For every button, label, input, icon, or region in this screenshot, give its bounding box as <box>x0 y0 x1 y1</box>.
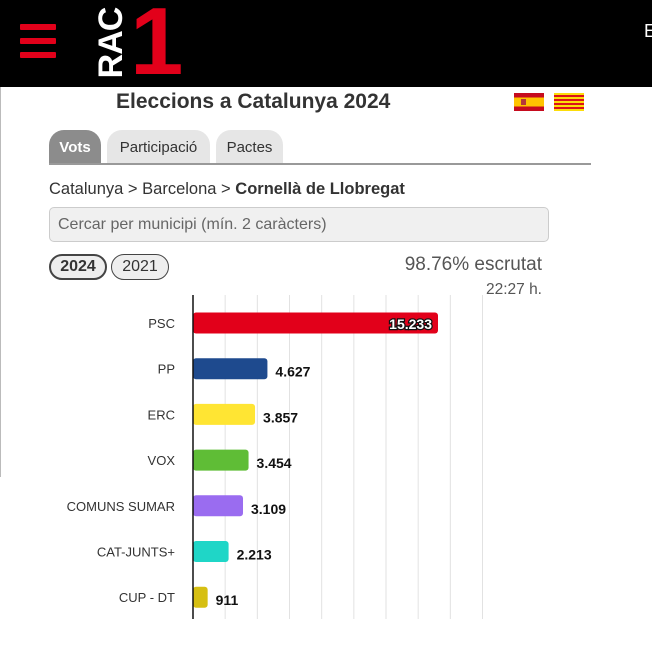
logo-letters: RAC <box>92 7 130 79</box>
tab-vots[interactable]: Vots <box>49 130 101 163</box>
page-title: Eleccions a Catalunya 2024 <box>116 90 391 113</box>
category-label-vox: VOX <box>148 453 176 468</box>
spain-flag-icon[interactable] <box>514 93 544 111</box>
category-label-psc: PSC <box>148 316 175 331</box>
tab-divider <box>49 163 591 165</box>
category-label-cup-dt: CUP - DT <box>119 590 175 605</box>
logo-digit: 1 <box>130 0 184 95</box>
bar-comuns-sumar <box>193 495 244 517</box>
category-label-cat-junts: CAT-JUNTS+ <box>97 545 175 560</box>
breadcrumb-separator: > <box>127 180 138 198</box>
value-label-cup-dt: 911 <box>216 592 239 608</box>
bar-vox <box>193 449 249 471</box>
breadcrumb-separator: > <box>221 180 231 198</box>
top-navigation-bar: RAC 1 E <box>0 0 652 90</box>
page-left-border <box>0 87 1 477</box>
municipality-search-input[interactable] <box>49 207 549 242</box>
value-label-vox: 3.454 <box>257 455 292 471</box>
header-edge-text[interactable]: E <box>644 21 652 41</box>
results-bar-chart: PSC 15.233 PP 4.627 ERC 3.857 VOX 3.454 COMUNS S… <box>67 295 484 619</box>
value-label-psc: 15.233 <box>389 316 432 332</box>
catalonia-flag-icon[interactable] <box>554 93 584 111</box>
hamburger-menu-icon[interactable] <box>20 24 56 58</box>
bar-cup-dt <box>193 586 208 608</box>
update-time: 22:27 h. <box>485 281 542 298</box>
value-label-cat-junts: 2.213 <box>237 547 272 563</box>
bar-pp <box>193 358 268 380</box>
rac1-logo[interactable]: RAC 1 <box>92 0 183 90</box>
breadcrumb-current: Cornellà de Llobregat <box>235 180 405 198</box>
category-label-pp: PP <box>158 362 175 377</box>
bar-cat-junts <box>193 541 229 562</box>
category-label-erc: ERC <box>148 407 175 422</box>
tab-participacio[interactable]: Participació <box>107 130 210 163</box>
value-label-pp: 4.627 <box>275 364 310 380</box>
bar-erc <box>193 403 256 425</box>
category-label-comuns-sumar: COMUNS SUMAR <box>67 499 175 514</box>
year-2021-button[interactable]: 2021 <box>111 254 169 280</box>
breadcrumb-barcelona[interactable]: Barcelona <box>142 180 217 198</box>
bar-psc <box>193 312 438 334</box>
tab-pactes[interactable]: Pactes <box>216 130 283 163</box>
year-2024-button[interactable]: 2024 <box>49 254 107 280</box>
value-label-erc: 3.857 <box>263 409 298 425</box>
breadcrumb-catalunya[interactable]: Catalunya <box>49 180 124 198</box>
scrutiny-percentage: 98.76% escrutat <box>404 254 542 275</box>
value-label-comuns-sumar: 3.109 <box>251 501 286 517</box>
breadcrumb: Catalunya > Barcelona > Cornellà de Llob… <box>49 178 405 200</box>
